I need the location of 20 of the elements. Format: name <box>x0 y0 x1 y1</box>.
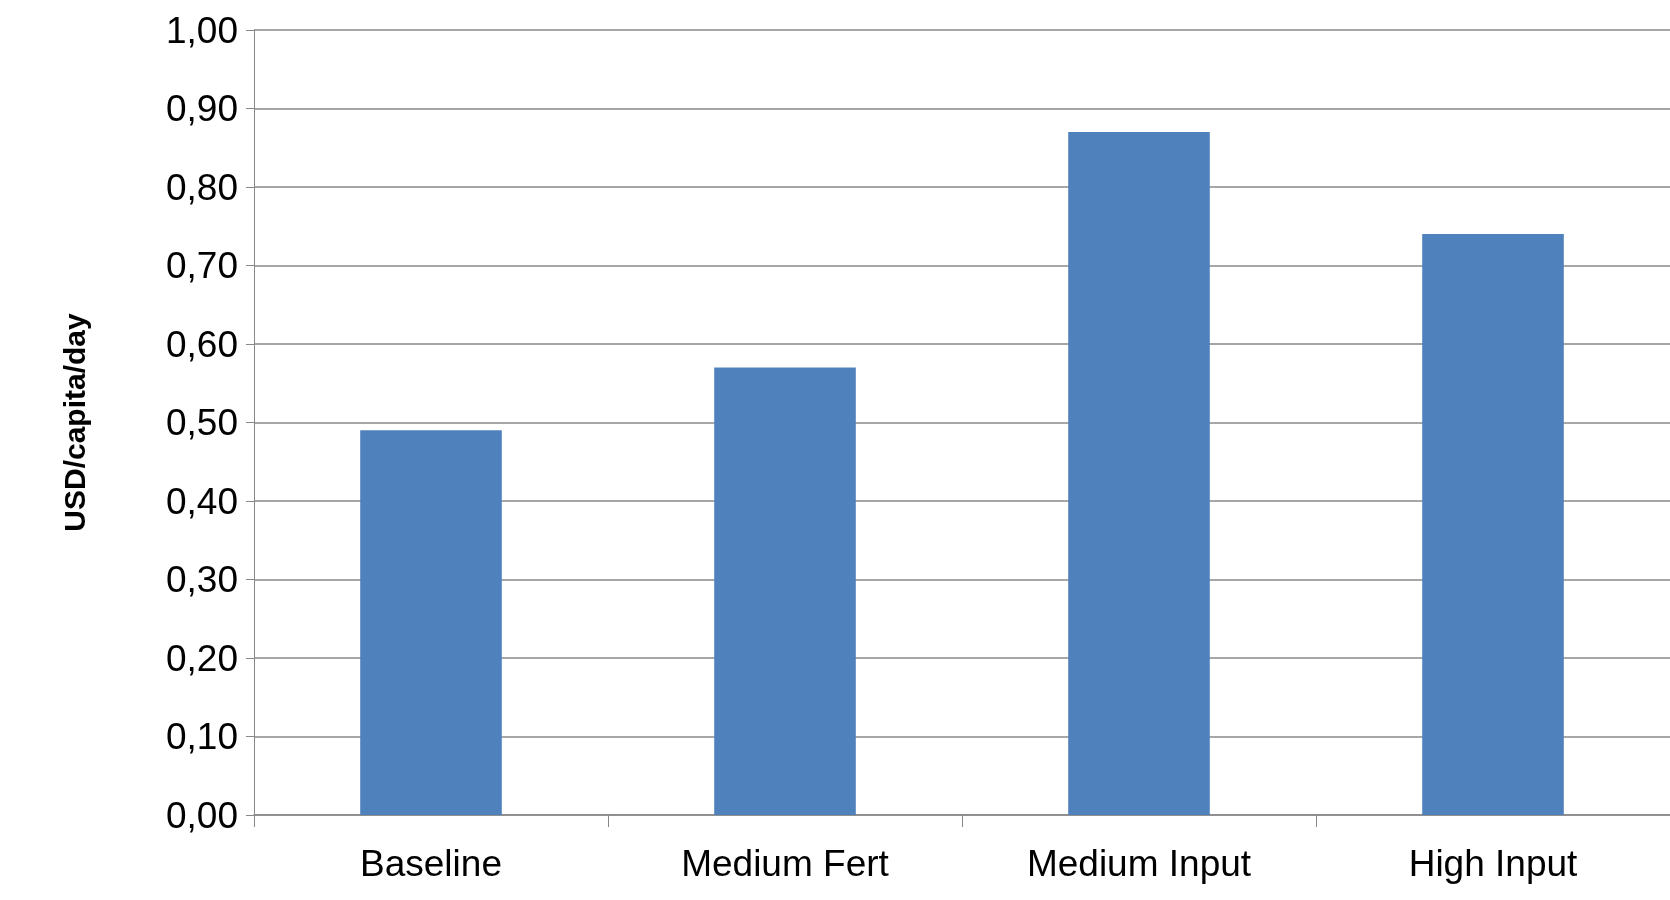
y-tick-label: 0,90 <box>165 88 238 129</box>
x-tick-label: High Input <box>1408 843 1579 884</box>
bar <box>360 430 502 815</box>
y-tick-label: 0,10 <box>165 716 238 757</box>
y-tick-label: 0,50 <box>165 402 238 443</box>
x-tick-label: Medium Input <box>1026 843 1252 884</box>
x-tick-label: Medium Fert <box>681 843 890 884</box>
y-tick-label: 0,70 <box>165 245 238 286</box>
y-tick-label: 0,20 <box>165 637 238 679</box>
y-tick-label: 0,40 <box>165 480 238 522</box>
bar <box>1068 132 1210 815</box>
bar <box>1422 234 1564 815</box>
bar <box>714 367 856 815</box>
y-tick-label: 1,00 <box>165 9 238 51</box>
y-tick-label: 0,80 <box>165 166 238 208</box>
y-tick-label: 0,60 <box>165 323 238 365</box>
y-tick-label: 0,30 <box>165 559 238 600</box>
y-axis-title: USD/capita/day <box>57 312 91 532</box>
x-tick-label: Baseline <box>360 843 502 884</box>
y-tick-label: 0,00 <box>165 794 238 836</box>
